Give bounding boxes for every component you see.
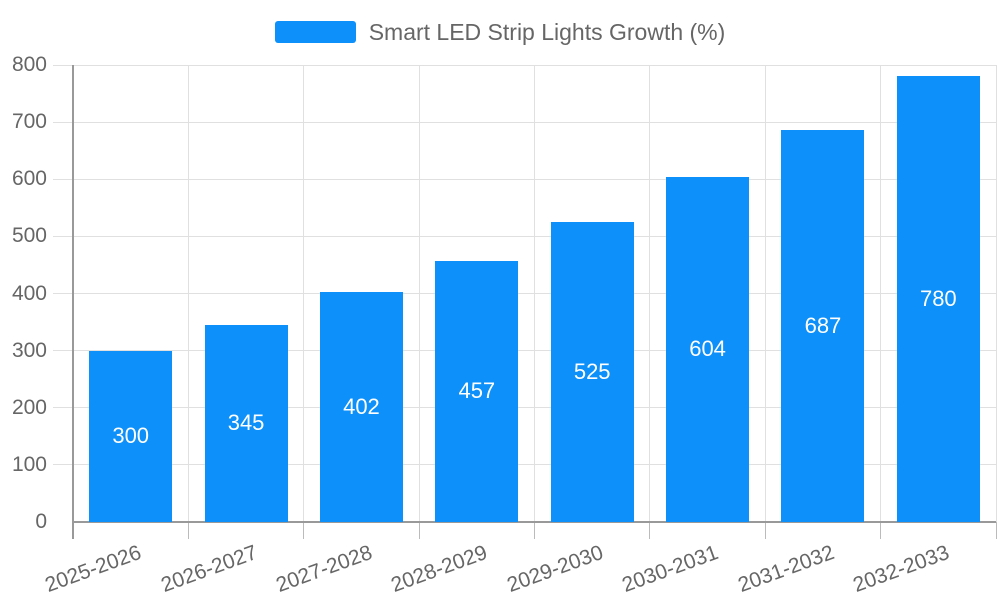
bar[interactable]	[550, 222, 634, 522]
y-tick-label: 600	[11, 167, 47, 191]
gridline-vertical	[303, 65, 305, 522]
gridline-vertical	[418, 65, 420, 522]
gridline-vertical	[649, 65, 651, 522]
y-tick-label: 200	[11, 395, 47, 419]
y-tick-label: 400	[11, 281, 47, 305]
y-tick-label: 100	[11, 452, 47, 476]
x-axis-tick	[880, 522, 882, 539]
bar[interactable]	[781, 129, 865, 522]
gridline-vertical	[187, 65, 189, 522]
gridline-vertical	[880, 65, 882, 522]
bar[interactable]	[896, 76, 980, 522]
x-axis-tick	[418, 522, 420, 539]
y-tick-label: 500	[11, 224, 47, 248]
x-tick-label: 2027-2028	[273, 541, 376, 597]
gridline-horizontal	[53, 178, 996, 180]
gridline-horizontal	[53, 64, 996, 66]
x-tick-label: 2025-2026	[42, 541, 145, 597]
x-tick-label: 2032-2033	[849, 541, 953, 597]
y-tick-label: 800	[11, 53, 47, 76]
bar[interactable]	[319, 292, 403, 522]
x-axis-tick	[187, 522, 189, 539]
legend[interactable]: Smart LED Strip Lights Growth (%)	[0, 20, 1000, 44]
gridline-horizontal	[53, 121, 996, 123]
legend-label: Smart LED Strip Lights Growth (%)	[368, 19, 726, 45]
x-tick-label: 2026-2027	[157, 541, 260, 597]
x-axis-tick	[649, 522, 651, 539]
x-tick-label: 2028-2029	[388, 541, 491, 597]
y-axis-line	[72, 65, 74, 539]
y-tick-label: 0	[35, 510, 47, 533]
gridline-horizontal	[53, 407, 996, 409]
gridline-horizontal	[53, 235, 996, 237]
gridline-horizontal	[53, 464, 996, 466]
bar[interactable]	[435, 260, 519, 522]
legend-swatch	[274, 21, 356, 43]
gridline-horizontal	[53, 293, 996, 294]
y-tick-label: 300	[11, 338, 47, 362]
gridline-vertical	[534, 65, 535, 522]
y-tick-label: 700	[11, 110, 47, 134]
gridline-vertical	[764, 65, 766, 522]
x-axis-tick	[995, 522, 997, 539]
x-axis-line	[73, 521, 996, 523]
x-axis-tick	[534, 522, 535, 539]
bar[interactable]	[89, 350, 173, 522]
bar[interactable]	[666, 176, 750, 522]
x-tick-label: 2030-2031	[619, 541, 722, 597]
gridline-horizontal	[53, 350, 996, 352]
x-axis-tick	[303, 522, 305, 539]
x-axis-tick	[764, 522, 766, 539]
x-tick-label: 2031-2032	[734, 541, 837, 597]
bar[interactable]	[204, 324, 288, 522]
x-tick-label: 2029-2030	[503, 541, 607, 597]
gridline-vertical	[995, 65, 997, 522]
